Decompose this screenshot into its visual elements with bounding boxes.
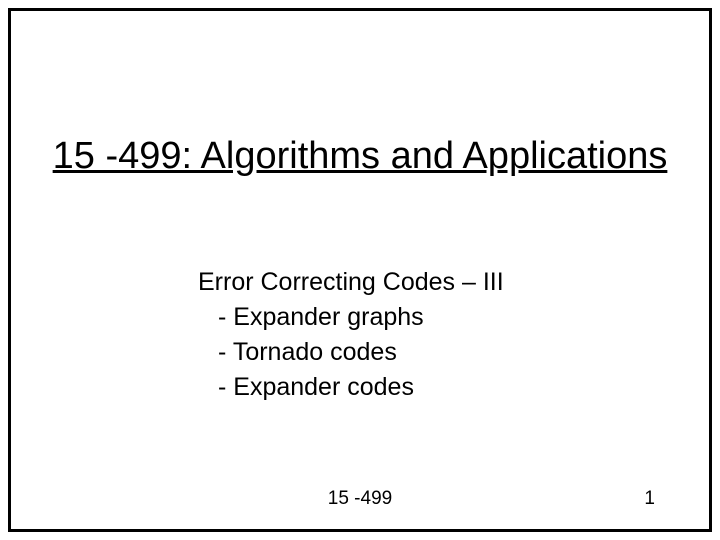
footer-page-number: 1 (644, 488, 655, 510)
slide-title: 15 -499: Algorithms and Applications (0, 135, 720, 178)
bullet-item: - Tornado codes (198, 335, 504, 370)
content-subtitle: Error Correcting Codes – III (198, 265, 504, 300)
bullet-item: - Expander codes (198, 370, 504, 405)
bullet-item: - Expander graphs (198, 300, 504, 335)
footer-course-number: 15 -499 (0, 488, 720, 510)
slide-content: Error Correcting Codes – III - Expander … (198, 265, 504, 405)
